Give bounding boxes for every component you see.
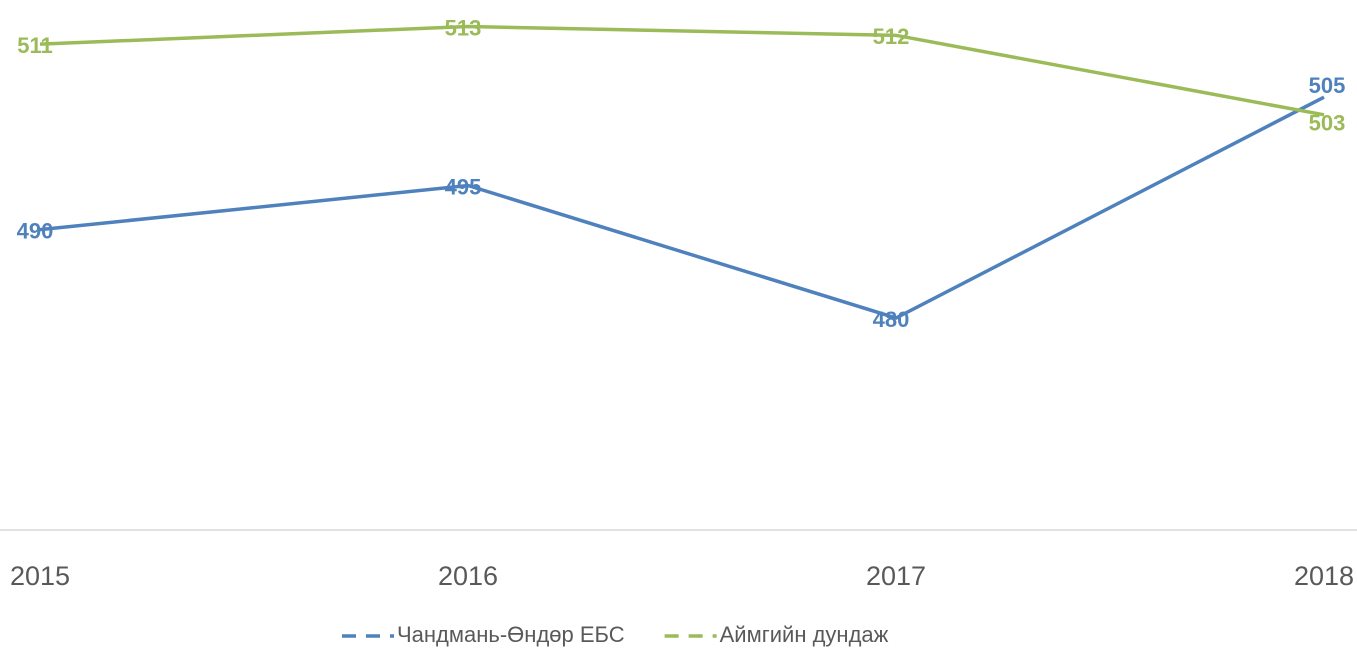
- data-label: 495: [445, 174, 482, 199]
- line: [39, 95, 1325, 320]
- legend-label: Чандмань-Өндөр ЕБС: [397, 622, 625, 647]
- line: [39, 24, 1325, 117]
- x-tick-label: 2018: [1294, 561, 1354, 591]
- data-label: 511: [17, 33, 53, 58]
- data-label: 503: [1309, 111, 1346, 136]
- x-tick-label: 2017: [866, 561, 926, 591]
- data-label: 490: [17, 218, 54, 243]
- data-label: 513: [445, 15, 482, 40]
- data-label: 512: [873, 24, 910, 49]
- data-label: 480: [873, 307, 910, 332]
- x-tick-label: 2015: [10, 561, 70, 591]
- data-label: 505: [1309, 73, 1346, 98]
- legend-label: Аймгийн дундаж: [720, 622, 889, 647]
- x-tick-label: 2016: [438, 561, 498, 591]
